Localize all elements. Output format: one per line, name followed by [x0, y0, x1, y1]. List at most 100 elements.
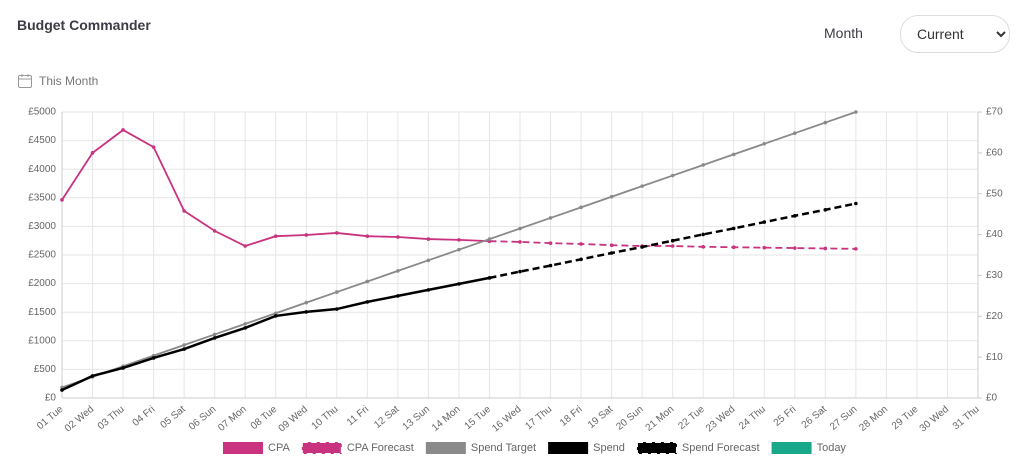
- point: [609, 194, 614, 199]
- point: [457, 247, 461, 252]
- x-tick-label: 11 Fri: [345, 404, 371, 428]
- point: [640, 245, 644, 249]
- x-tick-label: 06 Sun: [187, 404, 218, 433]
- point: [273, 314, 278, 318]
- point: [609, 243, 614, 247]
- y-tick-label: £2500: [28, 250, 56, 261]
- point: [823, 246, 828, 251]
- point: [487, 276, 492, 280]
- y-tick-label: £4500: [28, 135, 56, 146]
- x-tick-label: 26 Sat: [800, 404, 829, 431]
- y2-tick-label: £40: [986, 229, 1003, 240]
- y-tick-label: £2000: [28, 278, 56, 289]
- x-tick-label: 27 Sun: [828, 404, 859, 433]
- point: [762, 142, 767, 146]
- point: [823, 208, 828, 212]
- month-label: Month: [824, 25, 863, 41]
- legend-swatch: [548, 442, 589, 454]
- point: [396, 235, 400, 239]
- period: This Month: [17, 73, 98, 89]
- x-tick-label: 30 Wed: [918, 404, 951, 434]
- point: [731, 245, 736, 250]
- point: [854, 110, 858, 114]
- point: [701, 163, 705, 167]
- point: [426, 237, 431, 241]
- y-tick-label: £4000: [28, 164, 56, 175]
- x-tick-label: 12 Sat: [372, 404, 401, 431]
- point: [518, 269, 522, 274]
- point: [212, 336, 217, 340]
- point: [518, 240, 522, 244]
- x-tick-label: 02 Wed: [63, 404, 96, 434]
- point: [823, 120, 828, 125]
- point: [396, 294, 400, 298]
- point: [854, 201, 858, 206]
- point: [335, 290, 339, 294]
- x-tick-label: 25 Fri: [772, 404, 799, 429]
- x-tick-label: 01 Tue: [35, 404, 66, 432]
- point: [793, 246, 797, 250]
- y2-tick-label: £50: [986, 188, 1003, 199]
- period-label: This Month: [39, 74, 99, 88]
- y-tick-label: £5000: [28, 107, 56, 118]
- legend-label: CPA: [268, 442, 290, 454]
- y-tick-label: £3500: [28, 192, 56, 203]
- point: [579, 257, 583, 262]
- point: [182, 209, 186, 213]
- legend-swatch: [223, 442, 263, 454]
- point: [151, 356, 156, 360]
- point: [212, 332, 217, 337]
- point: [90, 151, 95, 155]
- point: [182, 347, 186, 351]
- point: [762, 245, 767, 250]
- x-tick-label: 10 Thu: [310, 404, 341, 432]
- point: [518, 226, 522, 231]
- point: [335, 307, 339, 311]
- point: [457, 238, 461, 242]
- point: [854, 247, 858, 251]
- calendar-icon: [18, 74, 32, 88]
- legend-label: Today: [817, 442, 847, 454]
- point: [793, 214, 797, 218]
- point: [579, 205, 583, 210]
- legend-swatch: [300, 441, 343, 455]
- x-tick-label: 17 Thu: [523, 404, 554, 432]
- point: [579, 242, 583, 246]
- y-tick-label: £1500: [28, 307, 56, 318]
- point: [60, 198, 64, 202]
- x-tick-label: 07 Mon: [216, 404, 249, 434]
- legend-label: Spend: [593, 442, 625, 454]
- point: [243, 322, 247, 326]
- point: [121, 128, 125, 132]
- point: [487, 237, 492, 241]
- y2-tick-label: £20: [986, 311, 1003, 322]
- point: [701, 245, 705, 249]
- point: [212, 229, 217, 233]
- y2-tick-label: £10: [986, 352, 1003, 363]
- x-tick-label: 14 Mon: [430, 404, 463, 434]
- point: [304, 300, 309, 305]
- point: [731, 152, 736, 157]
- x-tick-label: 13 Sun: [401, 404, 432, 433]
- point: [90, 374, 95, 378]
- x-tick-label: 24 Thu: [737, 404, 768, 432]
- point: [365, 300, 370, 304]
- point: [426, 258, 431, 263]
- month-select[interactable]: Current: [900, 15, 1010, 53]
- point: [670, 244, 675, 248]
- point: [304, 310, 309, 314]
- point: [243, 326, 247, 330]
- legend-swatch: [635, 441, 678, 455]
- point: [273, 234, 278, 239]
- x-tick-label: 09 Wed: [277, 404, 310, 434]
- x-tick-label: 22 Tue: [676, 404, 707, 432]
- x-tick-label: 31 Thu: [951, 404, 982, 432]
- point: [457, 282, 461, 286]
- point: [335, 231, 339, 235]
- y-tick-label: £3000: [28, 221, 56, 232]
- y-tick-label: £500: [34, 364, 57, 375]
- y2-tick-label: £0: [986, 393, 998, 404]
- point: [793, 131, 797, 135]
